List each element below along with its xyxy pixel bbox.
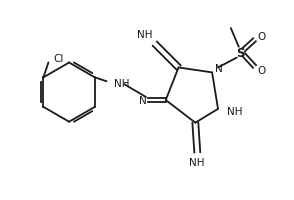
Text: NH: NH	[137, 30, 153, 40]
Text: S: S	[236, 47, 245, 60]
Text: O: O	[257, 66, 265, 76]
Text: N: N	[215, 64, 223, 74]
Text: NH: NH	[114, 79, 130, 89]
Text: NH: NH	[188, 157, 204, 167]
Text: Cl: Cl	[53, 53, 64, 63]
Text: O: O	[257, 32, 265, 42]
Text: NH: NH	[227, 106, 242, 116]
Text: N: N	[139, 96, 147, 105]
